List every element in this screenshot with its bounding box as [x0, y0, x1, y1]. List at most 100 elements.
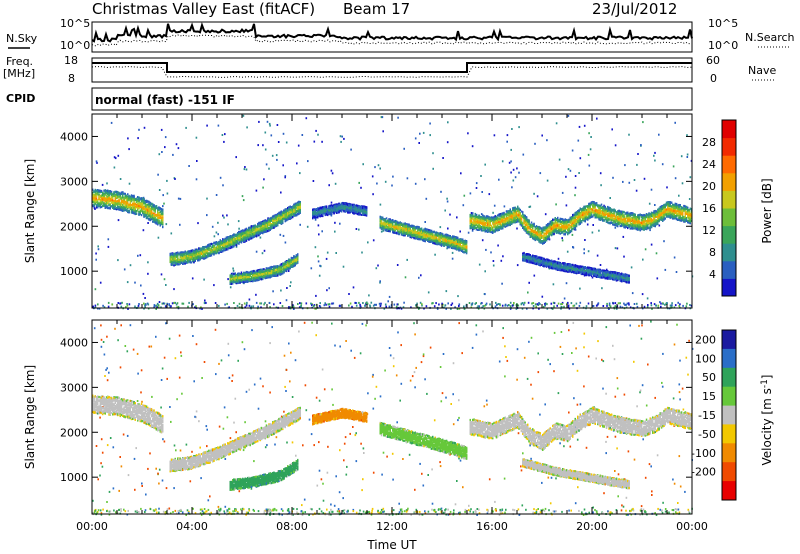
echo-mark [158, 214, 160, 216]
near-range-mark [634, 303, 636, 305]
scatter-mark [137, 255, 139, 257]
scatter-mark [269, 125, 271, 127]
echo-mark [203, 257, 205, 259]
echo-mark [261, 222, 263, 224]
scatter-mark [659, 225, 661, 227]
near-range-mark [620, 306, 622, 308]
echo-mark [193, 261, 195, 263]
echo-mark [135, 213, 137, 215]
scatter-mark [556, 305, 558, 307]
scatter-mark [343, 266, 345, 268]
scatter-mark [213, 284, 215, 286]
near-range-mark [610, 305, 612, 307]
scatter-mark [562, 239, 564, 241]
near-range-mark [606, 303, 608, 305]
near-range-mark [148, 304, 150, 306]
scatter-mark [568, 115, 570, 117]
echo-mark [288, 208, 290, 210]
near-range-mark [458, 305, 460, 307]
echo-mark [238, 280, 240, 282]
near-range-mark [362, 302, 364, 304]
echo-mark [253, 233, 255, 235]
scatter-mark [615, 247, 617, 249]
near-range-mark [182, 303, 184, 305]
echo-mark [236, 279, 238, 281]
near-range-mark [658, 305, 660, 307]
echo-mark [175, 257, 177, 259]
power-panel: 1000200030004000 Slant Range [km] 481216… [23, 114, 774, 310]
echo-mark [132, 211, 134, 213]
echo-mark [203, 251, 205, 253]
near-range-mark [533, 302, 535, 304]
echo-mark [256, 235, 258, 237]
scatter-mark [497, 245, 499, 247]
scatter-mark [583, 248, 585, 250]
scatter-mark [114, 167, 116, 169]
echo-mark [266, 220, 268, 222]
echo-mark [213, 246, 215, 248]
scatter-mark [403, 148, 405, 150]
echo-mark [213, 251, 215, 253]
near-range-mark [112, 304, 114, 306]
near-range-mark [224, 304, 226, 306]
scatter-mark [426, 198, 428, 200]
scatter-mark [494, 134, 496, 136]
scatter-mark [138, 129, 140, 131]
scatter-mark [243, 115, 245, 117]
echo-mark [127, 193, 129, 195]
near-range-mark [510, 305, 512, 307]
echo-mark [97, 201, 99, 203]
near-range-mark [188, 302, 190, 304]
echo-mark [281, 270, 283, 272]
scatter-mark [376, 183, 378, 185]
echo-mark [95, 200, 97, 202]
scatter-mark [432, 168, 434, 170]
near-range-mark [374, 304, 376, 306]
echo-mark [93, 205, 95, 207]
scatter-mark [428, 291, 430, 293]
echo-mark [137, 204, 139, 206]
echo-mark [95, 198, 97, 200]
near-range-mark [636, 303, 638, 305]
scatter-mark [162, 194, 164, 196]
near-range-mark [121, 306, 123, 308]
scatter-mark [206, 125, 208, 127]
echo-mark [300, 206, 302, 208]
echo-mark [241, 277, 243, 279]
scatter-mark [420, 274, 422, 276]
echo-mark [230, 282, 232, 284]
scatter-mark [440, 226, 442, 228]
scatter-mark [95, 259, 97, 261]
echo-mark [181, 259, 183, 261]
echo-mark [296, 207, 298, 209]
scatter-mark [397, 264, 399, 266]
scatter-mark [600, 172, 602, 174]
echo-mark [142, 211, 144, 213]
scatter-mark [479, 264, 481, 266]
echo-mark [266, 270, 268, 272]
scatter-mark [286, 287, 288, 289]
echo-mark [115, 204, 117, 206]
echo-mark [263, 268, 265, 270]
echo-mark [263, 273, 265, 275]
scatter-mark [502, 160, 504, 162]
scatter-mark [492, 212, 494, 214]
echo-mark [288, 265, 290, 267]
scatter-mark [541, 135, 543, 137]
echo-mark [95, 203, 97, 205]
scatter-mark [617, 247, 619, 249]
scatter-mark [590, 148, 592, 150]
echo-mark [241, 238, 243, 240]
scatter-mark [559, 159, 561, 161]
scatter-mark [380, 204, 382, 206]
scatter-mark [485, 249, 487, 251]
near-range-mark [385, 304, 387, 306]
echo-mark [150, 215, 152, 217]
scatter-mark [440, 191, 442, 193]
scatter-mark [546, 139, 548, 141]
echo-mark [120, 193, 122, 195]
echo-mark [256, 225, 258, 227]
scatter-mark [235, 156, 237, 158]
scatter-mark [164, 278, 166, 280]
scatter-mark [472, 145, 474, 147]
